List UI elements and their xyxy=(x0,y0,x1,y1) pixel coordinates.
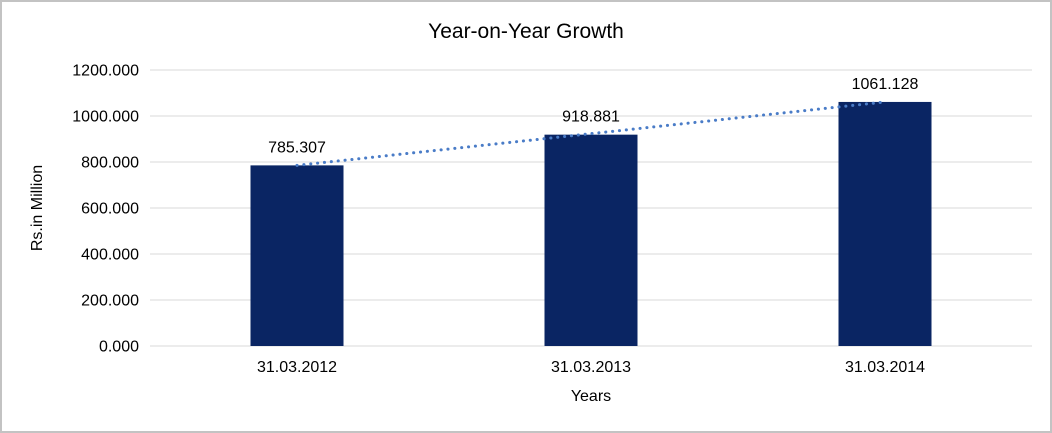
y-tick-label: 0.000 xyxy=(99,339,139,356)
bar xyxy=(544,134,638,346)
y-tick-label: 1200.000 xyxy=(72,63,139,80)
y-tick-label: 200.000 xyxy=(81,293,139,310)
x-category-label: 31.03.2012 xyxy=(257,359,337,376)
bar xyxy=(838,101,932,347)
y-tick-label: 800.000 xyxy=(81,155,139,172)
chart-title: Year-on-Year Growth xyxy=(428,20,624,43)
y-tick-label: 400.000 xyxy=(81,247,139,264)
data-label: 918.881 xyxy=(562,109,620,126)
trendline xyxy=(295,100,887,167)
x-category-label: 31.03.2014 xyxy=(845,359,925,376)
x-axis-title: Years xyxy=(570,388,612,405)
x-category-label: 31.03.2013 xyxy=(551,359,631,376)
bar xyxy=(250,165,344,346)
data-label: 1061.128 xyxy=(852,76,919,93)
y-tick-label: 1000.000 xyxy=(72,109,139,126)
y-tick-label: 600.000 xyxy=(81,201,139,218)
data-label: 785.307 xyxy=(268,139,326,156)
